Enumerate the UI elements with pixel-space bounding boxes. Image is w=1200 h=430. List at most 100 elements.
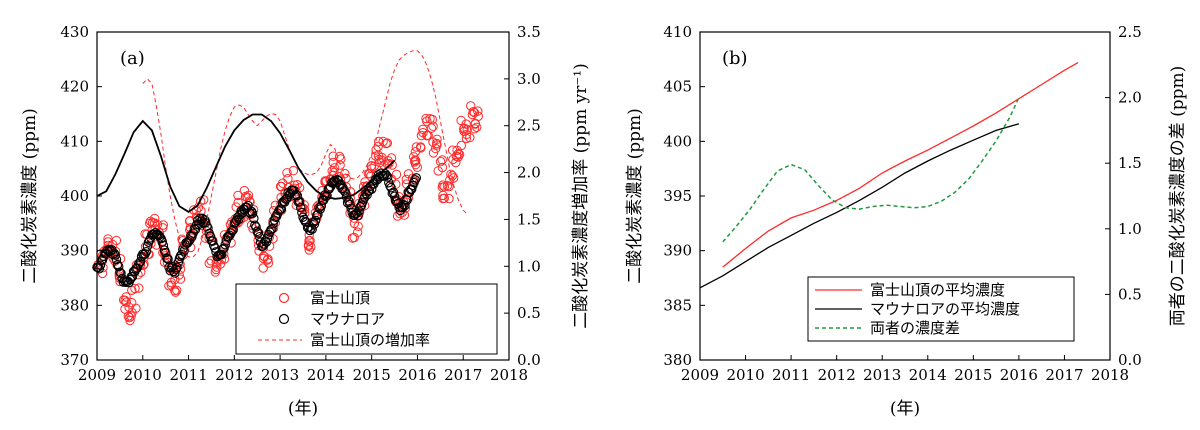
mauna-point bbox=[354, 206, 364, 216]
fuji-point bbox=[246, 220, 257, 230]
panel-b-ytick-label: 400 bbox=[663, 132, 692, 150]
fuji-point bbox=[444, 193, 454, 204]
legend-label-mauna-mean: マウナロアの平均濃度 bbox=[870, 300, 1020, 318]
mauna-point bbox=[382, 172, 393, 182]
mauna-point bbox=[247, 208, 258, 219]
mauna-point bbox=[400, 200, 410, 211]
mauna-point bbox=[225, 230, 235, 241]
panel-a-ytick-label: 420 bbox=[60, 78, 89, 96]
fuji-rate-line bbox=[142, 50, 469, 258]
legend-label-fuji-mean: 富士山頂の平均濃度 bbox=[870, 281, 1005, 299]
fuji-point bbox=[121, 297, 132, 307]
panel-a-xtick-label: 2012 bbox=[215, 366, 253, 384]
fuji-point bbox=[124, 302, 134, 312]
fuji-point bbox=[426, 123, 437, 133]
panel-a-xtick-label: 2009 bbox=[78, 366, 116, 384]
fuji-point bbox=[111, 235, 122, 246]
panel-b-ticks: 2009 2010 2011 2012 2013 2014 2015 2016 2017 2018… bbox=[663, 23, 1142, 384]
fuji-point bbox=[453, 149, 464, 159]
mauna-point bbox=[110, 250, 121, 260]
fuji-point bbox=[149, 218, 160, 228]
panel-a-ytick2-label: 2.0 bbox=[517, 164, 541, 182]
mauna-point bbox=[307, 224, 317, 235]
mauna-point bbox=[340, 187, 351, 197]
panel-b-ylabel-right: 両者の二酸化炭素濃度の差 (ppm) bbox=[1168, 66, 1188, 327]
fuji-point bbox=[432, 134, 442, 145]
fuji-point bbox=[472, 122, 482, 133]
panel-b-ytick-label: 390 bbox=[663, 242, 692, 260]
fuji-point bbox=[391, 169, 402, 180]
mauna-point bbox=[252, 226, 262, 237]
mauna-point bbox=[339, 186, 349, 196]
mauna-point bbox=[216, 249, 227, 260]
mauna-point bbox=[141, 247, 151, 257]
mauna-point bbox=[109, 248, 119, 259]
fuji-point bbox=[448, 173, 459, 183]
fuji-point bbox=[428, 121, 438, 131]
fuji-point bbox=[288, 165, 299, 176]
panel-a-label: (a) bbox=[120, 48, 145, 69]
panel-a-ytick-label: 410 bbox=[60, 132, 89, 150]
mauna-point bbox=[183, 236, 194, 247]
panel-b-xlabel: (年) bbox=[890, 399, 920, 419]
panel-b-xtick-label: 2011 bbox=[772, 366, 810, 384]
panel-a-ytick2-label: 0.5 bbox=[517, 304, 541, 322]
panel-a-ytick2-label: 0.0 bbox=[517, 351, 541, 369]
mauna-point bbox=[342, 198, 353, 208]
mauna-point bbox=[179, 246, 189, 256]
mauna-rate-line bbox=[96, 113, 396, 213]
mauna-point bbox=[230, 217, 241, 227]
mauna-point bbox=[353, 210, 363, 221]
fuji-point bbox=[416, 130, 427, 141]
fuji-point bbox=[469, 124, 480, 134]
fuji-point bbox=[411, 155, 421, 166]
mauna-point bbox=[170, 268, 180, 278]
fuji-point bbox=[150, 213, 160, 224]
panel-b-ytick-label: 410 bbox=[663, 23, 692, 41]
fuji-point bbox=[461, 129, 472, 140]
panel-b-xtick-label: 2018 bbox=[1091, 366, 1129, 384]
fuji-point bbox=[371, 145, 381, 155]
mauna-point bbox=[388, 187, 399, 198]
legend-label-mauna: マウナロア bbox=[310, 310, 385, 328]
fuji-point bbox=[395, 209, 405, 219]
fuji-point bbox=[175, 274, 186, 284]
fuji-point bbox=[211, 257, 222, 268]
fuji-point bbox=[170, 286, 180, 296]
fuji-point bbox=[170, 287, 181, 297]
mauna-point bbox=[294, 197, 305, 207]
legend-swatch-fuji bbox=[278, 292, 290, 304]
mauna-point bbox=[274, 205, 284, 216]
panel-b-xtick-label: 2013 bbox=[863, 366, 901, 384]
mauna-point bbox=[355, 201, 365, 212]
panel-b-ytick2-label: 1.5 bbox=[1118, 154, 1142, 172]
panel-b: 2009 2010 2011 2012 2013 2014 2015 2016 2017 2018… bbox=[625, 23, 1188, 419]
panel-b-xtick-label: 2012 bbox=[818, 366, 856, 384]
fuji-point bbox=[233, 197, 243, 208]
panel-a-ylabel: 二酸化炭素濃度 (ppm) bbox=[20, 108, 40, 284]
fuji-point bbox=[196, 196, 206, 206]
fuji-point bbox=[334, 151, 345, 162]
fuji-point bbox=[377, 152, 387, 163]
mauna-point bbox=[172, 262, 182, 273]
panel-b-ytick2-label: 0.5 bbox=[1118, 285, 1142, 303]
mauna-point bbox=[175, 251, 186, 261]
mauna-point bbox=[406, 184, 417, 194]
panel-b-xtick-label: 2015 bbox=[954, 366, 992, 384]
fuji-point bbox=[444, 181, 454, 192]
panel-a-ytick-label: 430 bbox=[60, 23, 89, 41]
fuji-point bbox=[451, 157, 461, 168]
mauna-point bbox=[313, 209, 323, 220]
diff-line bbox=[722, 97, 1020, 243]
fuji-point bbox=[126, 311, 136, 321]
mauna-point bbox=[158, 240, 169, 251]
fuji-point bbox=[411, 142, 422, 152]
fuji-point bbox=[304, 230, 314, 240]
fuji-point bbox=[428, 148, 439, 158]
fuji-point bbox=[473, 111, 483, 122]
mauna-point bbox=[292, 190, 303, 201]
fuji-point bbox=[204, 258, 214, 268]
panel-a-xtick-label: 2015 bbox=[353, 366, 391, 384]
fuji-point bbox=[196, 206, 206, 216]
panel-a-ytick2-label: 1.0 bbox=[517, 257, 541, 275]
